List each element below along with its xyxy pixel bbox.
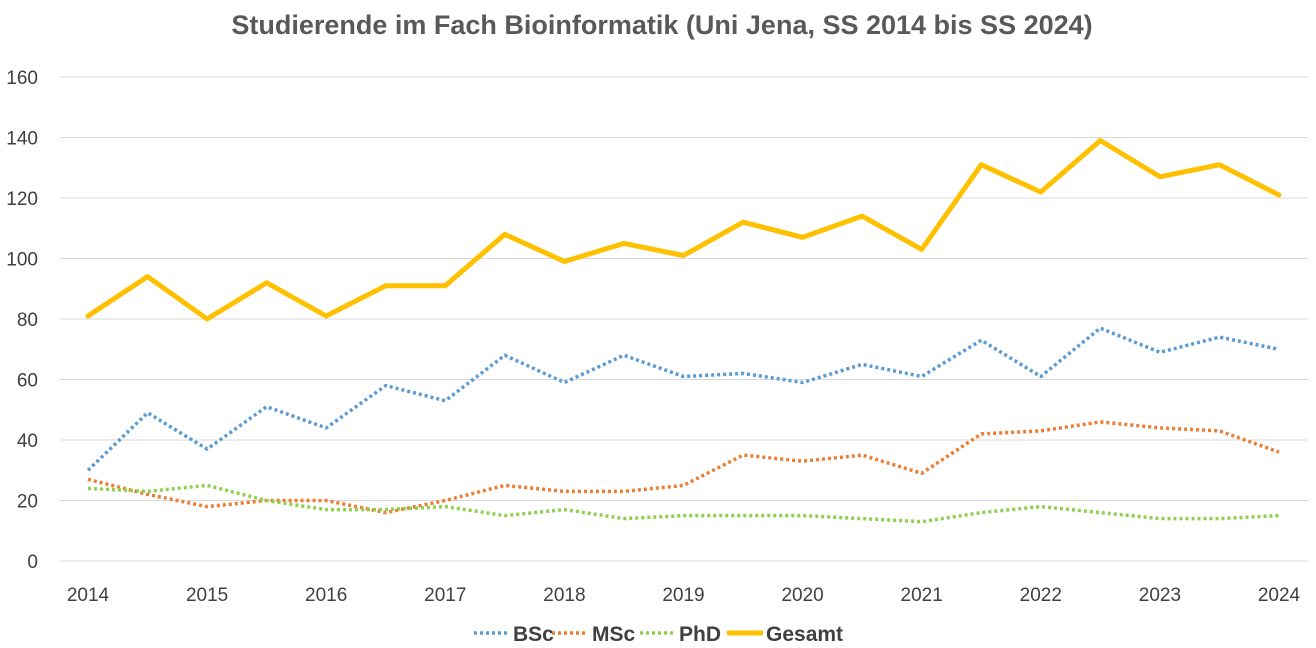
x-tick-label: 2022: [1020, 585, 1062, 606]
x-tick-label: 2019: [662, 585, 704, 606]
x-tick-label: 2017: [424, 585, 466, 606]
y-tick-label: 80: [17, 310, 38, 331]
legend-label-phd: PhD: [679, 623, 721, 646]
x-tick-label: 2023: [1139, 585, 1181, 606]
x-axis-ticks: 2014 2015 2016 2017 2018 2019 2020 2021 2022 2023…: [67, 585, 1301, 606]
series-line-phd: [87, 483, 1280, 524]
legend-label-gesamt: Gesamt: [766, 623, 843, 646]
x-tick-label: 2024: [1258, 585, 1301, 606]
series-line-gesamt: [85, 138, 1282, 322]
x-tick-label: 2018: [543, 585, 585, 606]
y-tick-label: 60: [17, 371, 38, 392]
y-axis-ticks: 0 20 40 60 80 100 120 140 160: [6, 68, 38, 573]
gridlines: [60, 76, 1308, 562]
x-tick-label: 2016: [305, 585, 347, 606]
y-tick-label: 160: [6, 68, 38, 89]
y-tick-label: 100: [6, 250, 38, 271]
y-tick-label: 120: [6, 189, 38, 210]
legend-label-msc: MSc: [592, 623, 636, 646]
y-tick-label: 0: [27, 552, 38, 573]
chart-title: Studierende im Fach Bioinformatik (Uni J…: [231, 10, 1092, 40]
legend-label-bsc: BSc: [513, 623, 554, 646]
x-tick-label: 2014: [67, 585, 110, 606]
x-tick-label: 2015: [186, 585, 228, 606]
y-tick-label: 140: [6, 129, 38, 150]
series-lines: [85, 138, 1282, 524]
x-tick-label: 2021: [901, 585, 943, 606]
x-tick-label: 2020: [781, 585, 823, 606]
legend: BSc MSc PhD Gesamt: [474, 623, 843, 646]
series-line-bsc: [86, 326, 1280, 472]
y-tick-label: 20: [17, 492, 38, 513]
y-tick-label: 40: [17, 431, 38, 452]
